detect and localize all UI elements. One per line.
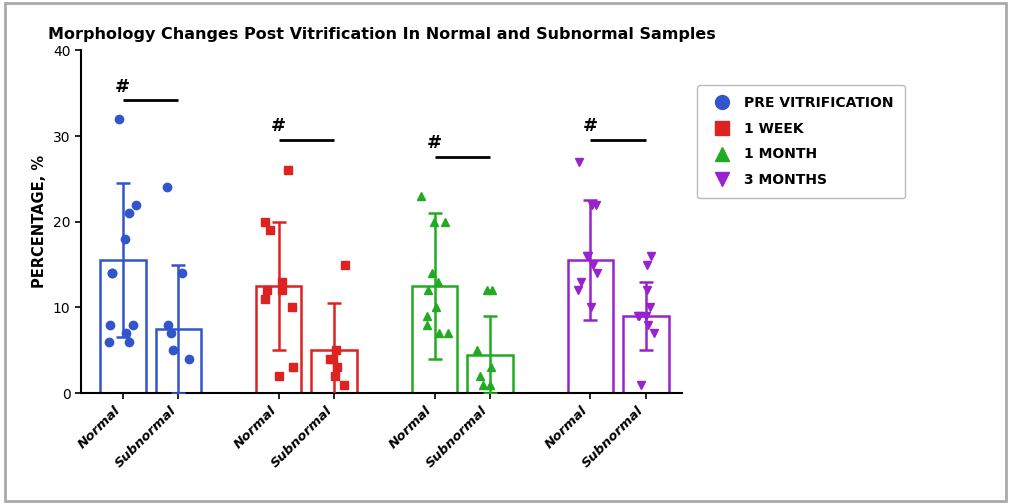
Text: #: # xyxy=(271,117,286,135)
Bar xyxy=(567,260,614,393)
Title: Morphology Changes Post Vitrification In Normal and Subnormal Samples: Morphology Changes Post Vitrification In… xyxy=(48,27,716,42)
Bar xyxy=(624,316,669,393)
Bar xyxy=(311,350,357,393)
Bar xyxy=(256,286,301,393)
Y-axis label: PERCENTAGE, %: PERCENTAGE, % xyxy=(32,155,48,288)
Bar xyxy=(467,355,514,393)
Legend: PRE VITRIFICATION, 1 WEEK, 1 MONTH, 3 MONTHS: PRE VITRIFICATION, 1 WEEK, 1 MONTH, 3 MO… xyxy=(697,85,905,199)
Bar xyxy=(411,286,457,393)
Text: #: # xyxy=(427,135,442,152)
Text: #: # xyxy=(115,78,130,96)
Bar xyxy=(156,329,201,393)
Bar xyxy=(100,260,146,393)
Text: #: # xyxy=(583,117,599,135)
